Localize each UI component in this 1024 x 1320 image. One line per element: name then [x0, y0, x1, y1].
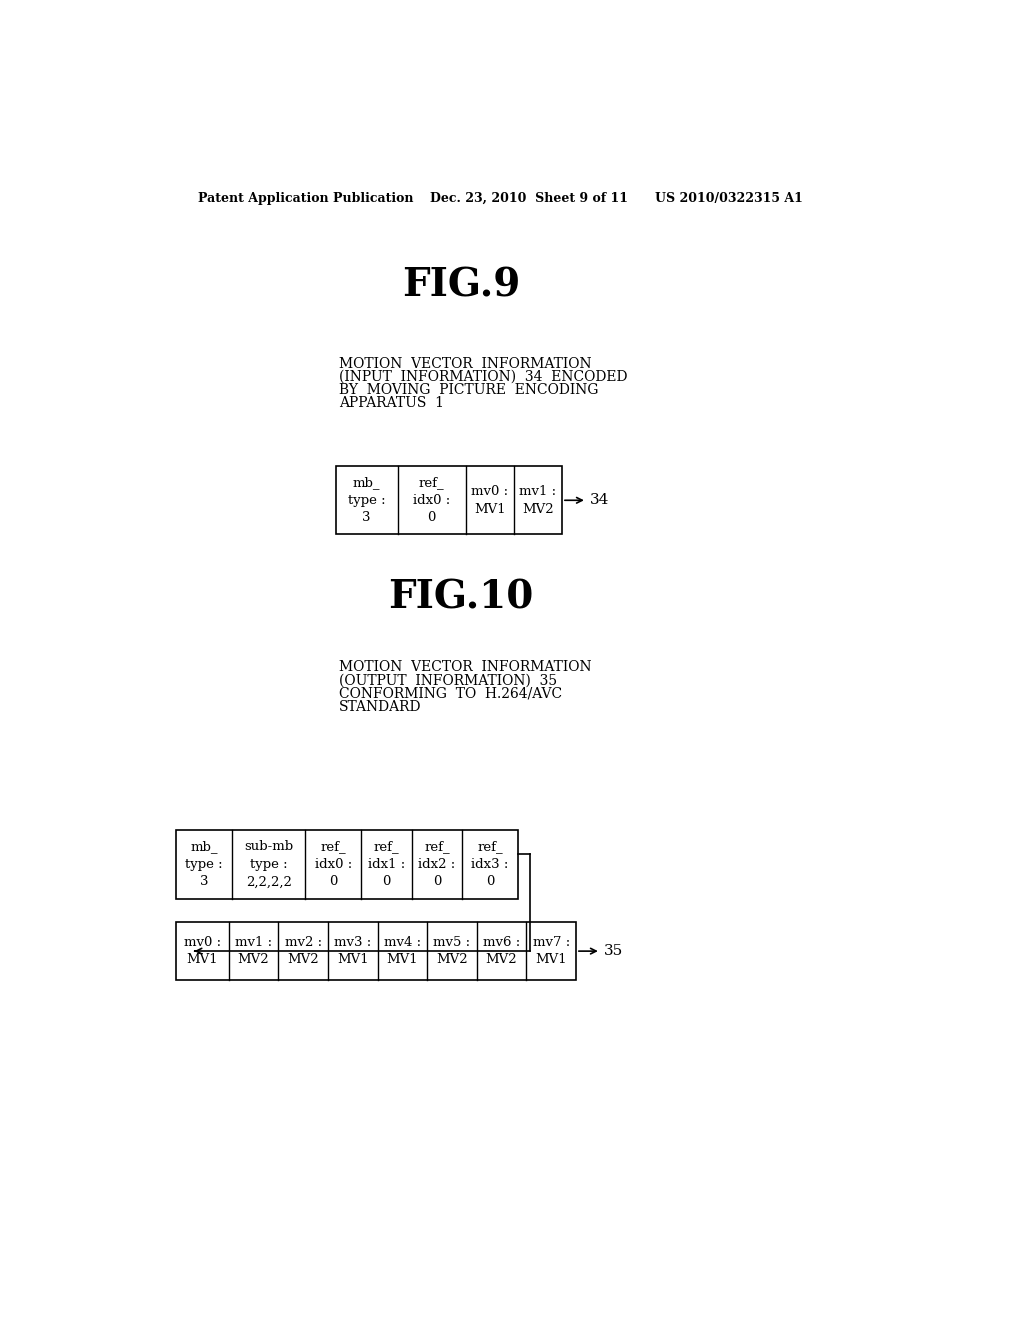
Text: mb_
type :
3: mb_ type : 3 [348, 477, 385, 524]
Text: 35: 35 [604, 944, 623, 958]
Text: mv4 :
MV1: mv4 : MV1 [384, 936, 421, 966]
Text: sub-mb
type :
2,2,2,2: sub-mb type : 2,2,2,2 [244, 841, 293, 888]
Text: APPARATUS  1: APPARATUS 1 [339, 396, 443, 411]
Text: MOTION  VECTOR  INFORMATION: MOTION VECTOR INFORMATION [339, 660, 592, 675]
Text: US 2010/0322315 A1: US 2010/0322315 A1 [655, 191, 803, 205]
Text: (INPUT  INFORMATION)  34  ENCODED: (INPUT INFORMATION) 34 ENCODED [339, 370, 628, 384]
Text: ref_
idx1 :
0: ref_ idx1 : 0 [368, 841, 406, 888]
Text: mv1 :
MV2: mv1 : MV2 [519, 484, 556, 516]
Text: mv5 :
MV2: mv5 : MV2 [433, 936, 470, 966]
Bar [176, 923, 575, 979]
Text: mv2 :
MV2: mv2 : MV2 [285, 936, 322, 966]
Text: ref_
idx3 :
0: ref_ idx3 : 0 [471, 841, 509, 888]
Text: mv7 :
MV1: mv7 : MV1 [532, 936, 569, 966]
Text: ref_
idx0 :
0: ref_ idx0 : 0 [413, 477, 451, 524]
Text: mv6 :
MV2: mv6 : MV2 [483, 936, 520, 966]
Text: FIG.9: FIG.9 [402, 267, 520, 305]
Text: MOTION  VECTOR  INFORMATION: MOTION VECTOR INFORMATION [339, 358, 592, 371]
Bar [176, 830, 518, 899]
Text: mv0 :
MV1: mv0 : MV1 [184, 936, 221, 966]
Text: ref_
idx0 :
0: ref_ idx0 : 0 [314, 841, 352, 888]
Text: (OUTPUT  INFORMATION)  35: (OUTPUT INFORMATION) 35 [339, 673, 557, 688]
Text: mv3 :
MV1: mv3 : MV1 [334, 936, 372, 966]
Text: 34: 34 [590, 494, 609, 507]
Text: STANDARD: STANDARD [339, 700, 421, 714]
Bar [336, 466, 562, 535]
Text: mv1 :
MV2: mv1 : MV2 [234, 936, 272, 966]
Text: Patent Application Publication: Patent Application Publication [198, 191, 414, 205]
Text: Dec. 23, 2010  Sheet 9 of 11: Dec. 23, 2010 Sheet 9 of 11 [430, 191, 629, 205]
Text: mb_
type :
3: mb_ type : 3 [185, 841, 223, 888]
Text: ref_
idx2 :
0: ref_ idx2 : 0 [418, 841, 456, 888]
Text: FIG.10: FIG.10 [388, 578, 534, 616]
Text: CONFORMING  TO  H.264/AVC: CONFORMING TO H.264/AVC [339, 686, 562, 701]
Text: mv0 :
MV1: mv0 : MV1 [471, 484, 509, 516]
Text: BY  MOVING  PICTURE  ENCODING: BY MOVING PICTURE ENCODING [339, 383, 598, 397]
